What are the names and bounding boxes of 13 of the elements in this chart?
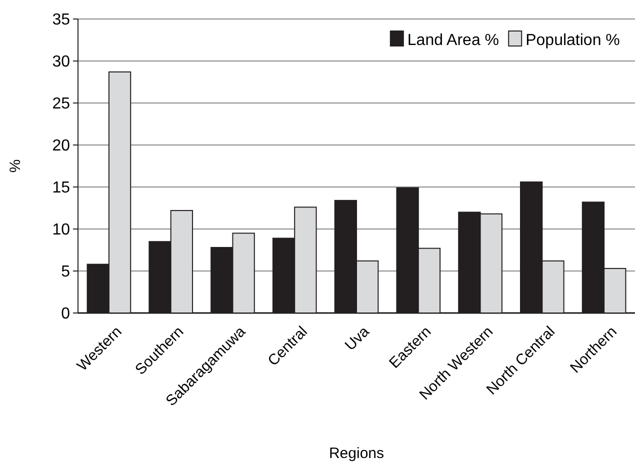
y-tick-label: 15 xyxy=(52,180,70,197)
y-tick-label: 10 xyxy=(52,222,70,239)
y-tick-label: 20 xyxy=(52,138,70,155)
y-tick-label: 30 xyxy=(52,54,70,71)
y-tick-label: 25 xyxy=(52,96,70,113)
y-tick-label: 35 xyxy=(52,12,70,29)
y-tick-label: 0 xyxy=(61,306,70,323)
legend-label: Population % xyxy=(526,32,620,49)
legend-label: Land Area % xyxy=(407,32,500,49)
y-axis-title: % xyxy=(7,159,24,173)
y-tick-label: 5 xyxy=(61,264,70,281)
x-tick-label: Uva xyxy=(342,322,374,354)
x-axis-title: Regions xyxy=(328,445,384,462)
